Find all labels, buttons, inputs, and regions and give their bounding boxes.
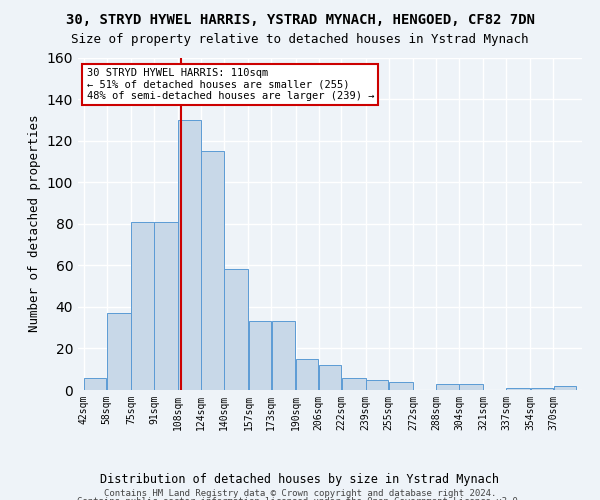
Bar	[554, 386, 576, 390]
Bar	[530, 388, 553, 390]
Bar	[107, 313, 131, 390]
Bar	[202, 151, 224, 390]
Bar	[296, 359, 319, 390]
Text: 30 STRYD HYWEL HARRIS: 110sqm
← 51% of detached houses are smaller (255)
48% of : 30 STRYD HYWEL HARRIS: 110sqm ← 51% of d…	[86, 68, 374, 101]
Text: 30, STRYD HYWEL HARRIS, YSTRAD MYNACH, HENGOED, CF82 7DN: 30, STRYD HYWEL HARRIS, YSTRAD MYNACH, H…	[65, 12, 535, 26]
Bar	[459, 384, 483, 390]
Bar	[178, 120, 201, 390]
Y-axis label: Number of detached properties: Number of detached properties	[28, 115, 41, 332]
Bar	[84, 378, 106, 390]
Text: Distribution of detached houses by size in Ystrad Mynach: Distribution of detached houses by size …	[101, 472, 499, 486]
Bar	[506, 388, 530, 390]
Bar	[341, 378, 365, 390]
Text: Contains public sector information licensed under the Open Government Licence v3: Contains public sector information licen…	[77, 497, 523, 500]
Bar	[131, 222, 154, 390]
Bar	[272, 322, 295, 390]
Text: Size of property relative to detached houses in Ystrad Mynach: Size of property relative to detached ho…	[71, 32, 529, 46]
Bar	[389, 382, 413, 390]
Bar	[224, 270, 248, 390]
Bar	[319, 365, 341, 390]
Bar	[248, 322, 271, 390]
Bar	[436, 384, 458, 390]
Text: Contains HM Land Registry data © Crown copyright and database right 2024.: Contains HM Land Registry data © Crown c…	[104, 489, 496, 498]
Bar	[366, 380, 388, 390]
Bar	[154, 222, 178, 390]
